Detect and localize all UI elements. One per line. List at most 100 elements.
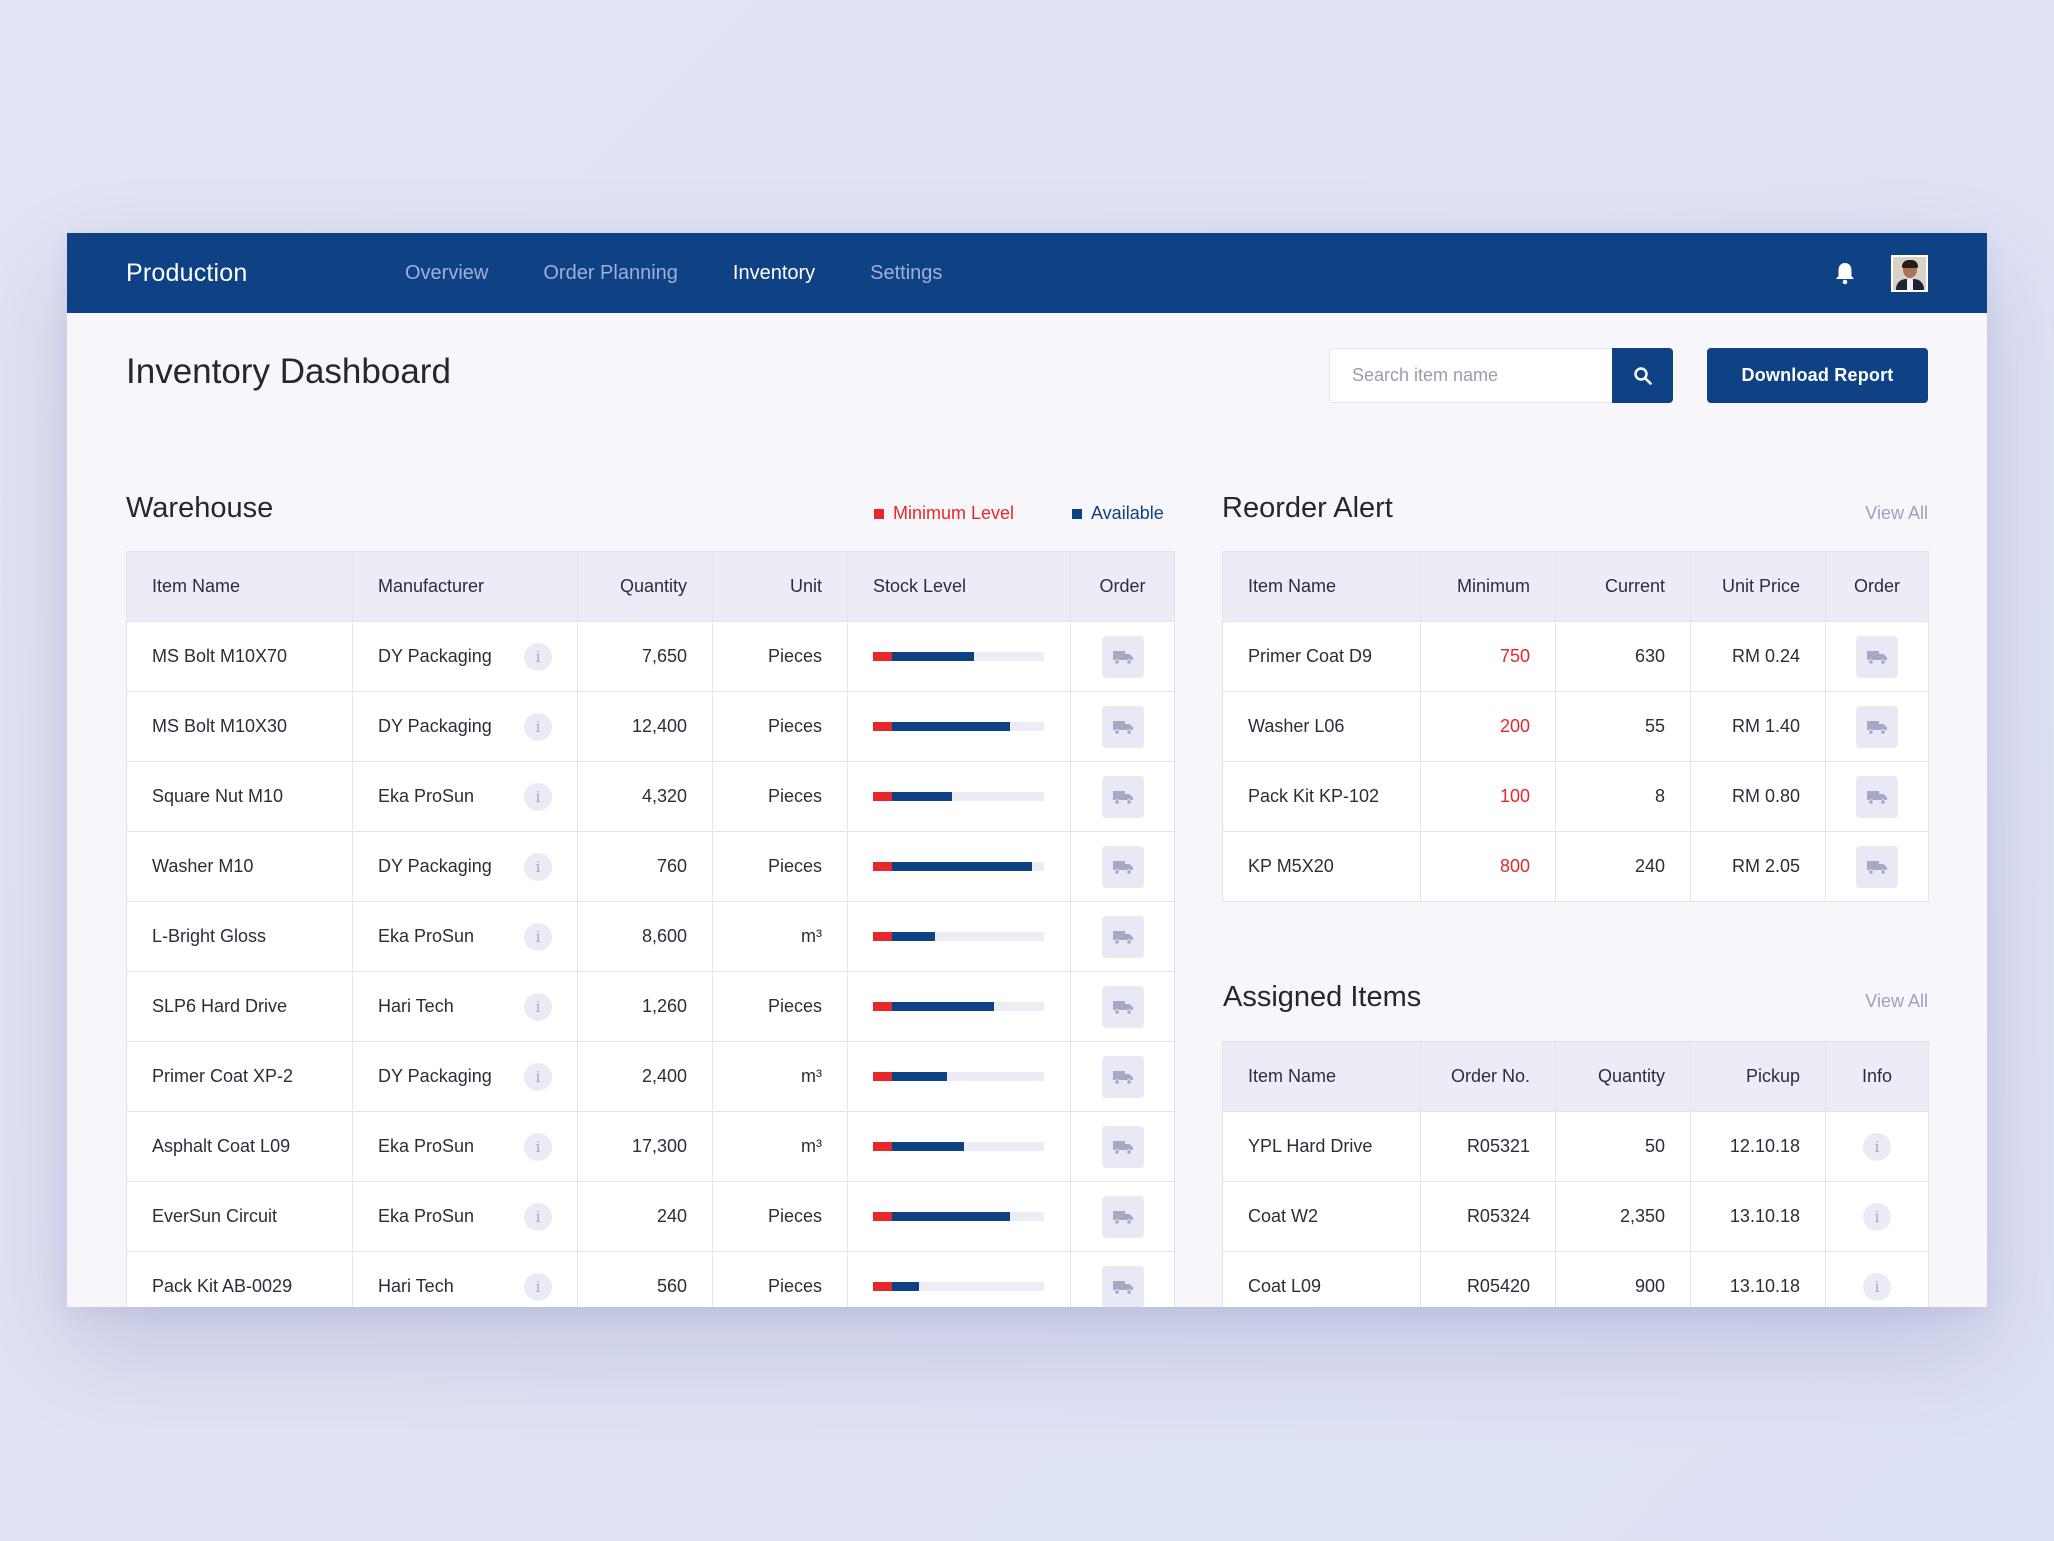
manufacturer-name: DY Packaging bbox=[378, 716, 492, 736]
order-cell bbox=[1070, 691, 1175, 762]
info-icon[interactable]: i bbox=[524, 1202, 552, 1231]
info-icon[interactable]: i bbox=[1863, 1272, 1891, 1301]
order-truck-button[interactable] bbox=[1101, 1125, 1144, 1168]
order-truck-button[interactable] bbox=[1101, 985, 1144, 1028]
order-cell bbox=[1825, 761, 1929, 832]
nav-order-planning[interactable]: Order Planning bbox=[543, 261, 678, 284]
order-truck-button[interactable] bbox=[1101, 1195, 1144, 1238]
info-icon[interactable]: i bbox=[1863, 1202, 1891, 1231]
info-icon[interactable]: i bbox=[524, 992, 552, 1021]
col-item-name[interactable]: Item Name bbox=[1222, 551, 1421, 622]
col-order[interactable]: Order bbox=[1070, 551, 1175, 622]
info-icon[interactable]: i bbox=[524, 1132, 552, 1161]
col-manufacturer[interactable]: Manufacturer bbox=[352, 551, 578, 622]
col-order[interactable]: Order bbox=[1825, 551, 1929, 622]
stock-level-bar bbox=[873, 1212, 1044, 1221]
topbar-actions bbox=[1831, 254, 1928, 292]
minimum-level-fill bbox=[873, 1282, 892, 1291]
legend-minimum-label: Minimum Level bbox=[893, 503, 1015, 523]
col-unit-price[interactable]: Unit Price bbox=[1690, 551, 1826, 622]
col-quantity[interactable]: Quantity bbox=[1555, 1041, 1691, 1112]
stock-level-cell bbox=[847, 1111, 1071, 1182]
manufacturer-name: Eka ProSun bbox=[378, 1206, 475, 1226]
search-input[interactable] bbox=[1329, 348, 1613, 403]
stock-level-bar bbox=[873, 1072, 1044, 1081]
nav-inventory[interactable]: Inventory bbox=[732, 261, 816, 284]
item-name: Pack Kit KP-102 bbox=[1222, 761, 1421, 832]
quantity: 560 bbox=[577, 1251, 713, 1307]
col-item-name[interactable]: Item Name bbox=[1222, 1041, 1421, 1112]
bell-icon[interactable] bbox=[1831, 259, 1859, 287]
top-navbar: Production Overview Order Planning Inven… bbox=[67, 233, 1987, 313]
col-unit[interactable]: Unit bbox=[712, 551, 848, 622]
order-truck-button[interactable] bbox=[1856, 705, 1898, 748]
order-truck-button[interactable] bbox=[1856, 635, 1898, 678]
unit: m³ bbox=[712, 1111, 848, 1182]
unit: m³ bbox=[712, 901, 848, 972]
item-name: Primer Coat XP-2 bbox=[126, 1041, 353, 1112]
manufacturer-name: Eka ProSun bbox=[378, 1136, 475, 1156]
quantity: 2,350 bbox=[1555, 1181, 1691, 1252]
available-fill bbox=[892, 792, 952, 801]
user-avatar[interactable] bbox=[1891, 254, 1928, 292]
col-minimum[interactable]: Minimum bbox=[1420, 551, 1556, 622]
item-name: Square Nut M10 bbox=[126, 761, 353, 832]
pickup-date: 13.10.18 bbox=[1690, 1251, 1826, 1307]
order-truck-button[interactable] bbox=[1856, 775, 1898, 818]
item-name: Washer L06 bbox=[1222, 691, 1421, 762]
item-name: Pack Kit AB-0029 bbox=[126, 1251, 353, 1307]
info-icon[interactable]: i bbox=[524, 852, 552, 881]
manufacturer: Hari Tech i bbox=[378, 992, 552, 1021]
order-truck-button[interactable] bbox=[1101, 845, 1144, 888]
manufacturer-name: DY Packaging bbox=[378, 1066, 492, 1086]
unit: Pieces bbox=[712, 1181, 848, 1252]
truck-icon bbox=[1112, 930, 1133, 945]
manufacturer-cell: Eka ProSun i bbox=[352, 1111, 578, 1182]
order-truck-button[interactable] bbox=[1101, 915, 1144, 958]
manufacturer-cell: Hari Tech i bbox=[352, 971, 578, 1042]
order-truck-button[interactable] bbox=[1101, 775, 1144, 818]
info-icon[interactable]: i bbox=[524, 1272, 552, 1301]
truck-icon bbox=[1112, 1280, 1133, 1295]
minimum-value: 100 bbox=[1420, 761, 1556, 832]
col-quantity[interactable]: Quantity bbox=[577, 551, 713, 622]
info-icon[interactable]: i bbox=[524, 1062, 552, 1091]
manufacturer: DY Packaging i bbox=[378, 642, 552, 671]
table-row: MS Bolt M10X70 DY Packaging i 7,650 Pieces bbox=[126, 621, 1175, 692]
col-current[interactable]: Current bbox=[1555, 551, 1691, 622]
order-number: R05321 bbox=[1420, 1111, 1556, 1182]
col-pickup[interactable]: Pickup bbox=[1690, 1041, 1826, 1112]
nav-overview[interactable]: Overview bbox=[405, 261, 489, 284]
order-truck-button[interactable] bbox=[1101, 705, 1144, 748]
stock-level-cell bbox=[847, 901, 1071, 972]
info-icon[interactable]: i bbox=[524, 782, 552, 811]
manufacturer-cell: Eka ProSun i bbox=[352, 761, 578, 832]
stock-level-cell bbox=[847, 621, 1071, 692]
info-icon[interactable]: i bbox=[524, 712, 552, 741]
table-row: L-Bright Gloss Eka ProSun i 8,600 m³ bbox=[126, 901, 1175, 972]
info-icon[interactable]: i bbox=[524, 642, 552, 671]
reorder-view-all-link[interactable]: View All bbox=[1865, 503, 1928, 523]
col-order-no[interactable]: Order No. bbox=[1420, 1041, 1556, 1112]
download-report-button[interactable]: Download Report bbox=[1707, 348, 1928, 403]
table-row: Washer L06 200 55 RM 1.40 bbox=[1222, 691, 1929, 762]
nav-settings[interactable]: Settings bbox=[870, 261, 943, 284]
assigned-view-all-link[interactable]: View All bbox=[1865, 991, 1928, 1011]
order-truck-button[interactable] bbox=[1101, 1055, 1144, 1098]
col-stock-level[interactable]: Stock Level bbox=[847, 551, 1071, 622]
order-truck-button[interactable] bbox=[1101, 635, 1144, 678]
col-item-name[interactable]: Item Name bbox=[126, 551, 353, 622]
info-icon[interactable]: i bbox=[1863, 1132, 1891, 1161]
manufacturer: DY Packaging i bbox=[378, 1062, 552, 1091]
info-icon[interactable]: i bbox=[524, 922, 552, 951]
unit: Pieces bbox=[712, 971, 848, 1042]
minimum-level-fill bbox=[873, 1002, 892, 1011]
quantity: 240 bbox=[577, 1181, 713, 1252]
page-title: Inventory Dashboard bbox=[126, 352, 451, 391]
col-info[interactable]: Info bbox=[1825, 1041, 1929, 1112]
quantity: 760 bbox=[577, 831, 713, 902]
unit: Pieces bbox=[712, 831, 848, 902]
order-truck-button[interactable] bbox=[1856, 845, 1898, 888]
search-button[interactable] bbox=[1612, 348, 1673, 403]
order-truck-button[interactable] bbox=[1101, 1265, 1144, 1307]
